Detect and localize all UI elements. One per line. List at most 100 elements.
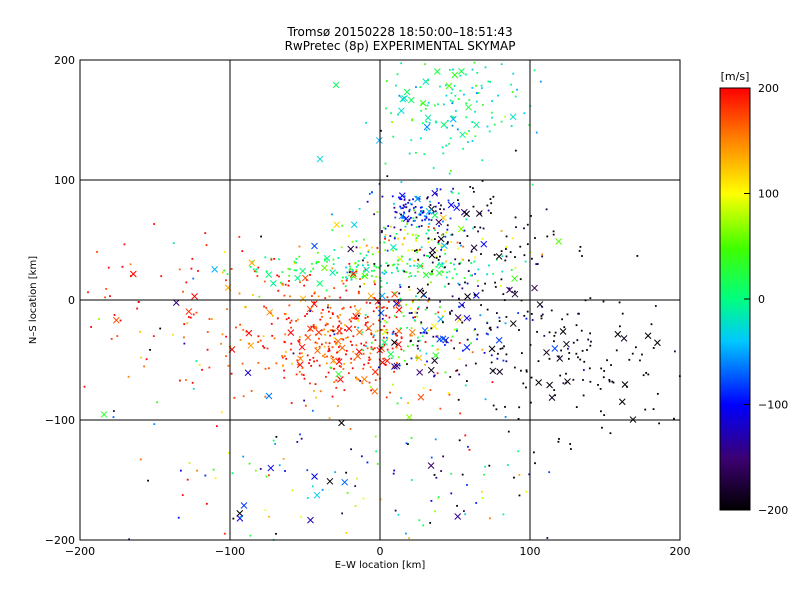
data-point (433, 238, 436, 240)
data-point (393, 306, 395, 309)
data-point (465, 116, 468, 119)
data-point (400, 348, 403, 351)
data-point (531, 183, 534, 186)
data-point (309, 310, 312, 313)
data-point (367, 264, 369, 266)
data-point (230, 268, 233, 270)
y-tick-label: −200 (45, 534, 75, 547)
data-point (361, 276, 364, 278)
data-point (337, 257, 340, 259)
data-point (536, 330, 538, 333)
data-point (341, 512, 344, 515)
data-point (105, 287, 108, 290)
data-point (136, 307, 139, 310)
data-point (520, 369, 522, 372)
data-point (501, 347, 504, 350)
data-point (304, 404, 307, 407)
data-point (442, 152, 445, 155)
data-point (353, 305, 356, 308)
chart-title: Tromsø 20150228 18:50:00–18:51:43 (286, 25, 512, 39)
data-point (455, 273, 458, 276)
data-point (383, 272, 386, 275)
data-point (368, 192, 371, 195)
data-point (415, 151, 417, 154)
data-point-cross (112, 316, 120, 324)
data-point (341, 279, 343, 282)
data-point (415, 226, 418, 229)
data-point (403, 205, 406, 208)
data-point-cross (299, 295, 307, 303)
data-point (514, 149, 517, 152)
data-point (528, 473, 531, 476)
data-point (321, 488, 324, 491)
data-point (541, 313, 544, 316)
data-point (357, 314, 360, 317)
data-point (109, 295, 111, 298)
data-point (378, 319, 380, 322)
data-point (392, 135, 395, 138)
data-point (477, 268, 480, 271)
data-point (557, 440, 560, 443)
data-point (340, 365, 342, 368)
data-point (511, 237, 514, 240)
data-point (430, 456, 433, 459)
data-point (440, 204, 442, 207)
data-point (464, 384, 467, 387)
data-point (534, 237, 536, 239)
data-point (348, 271, 351, 274)
data-point (406, 262, 409, 265)
data-point (396, 361, 398, 364)
data-point (295, 269, 298, 272)
data-point (309, 274, 311, 276)
data-point (373, 263, 376, 265)
data-point-cross (338, 419, 345, 427)
data-point (572, 341, 575, 344)
data-point (505, 248, 507, 250)
data-point (361, 382, 364, 385)
data-point (576, 339, 579, 342)
data-point (452, 100, 454, 103)
data-point (186, 478, 189, 481)
data-point (339, 296, 342, 299)
data-point (391, 121, 393, 123)
data-point (494, 281, 496, 284)
data-point (472, 190, 475, 193)
data-point (364, 345, 367, 347)
y-tick-label: 200 (54, 54, 75, 67)
data-point-cross (475, 210, 483, 217)
data-point (452, 116, 455, 119)
data-point (567, 347, 569, 350)
data-point (283, 376, 286, 379)
data-point-cross (463, 210, 470, 218)
data-point (360, 342, 363, 345)
data-point (519, 245, 522, 248)
data-point (383, 343, 386, 346)
data-point (348, 318, 351, 321)
data-point (450, 234, 453, 236)
data-point-cross (381, 328, 389, 336)
data-point (552, 230, 555, 233)
data-point (408, 537, 410, 540)
data-point (332, 356, 334, 359)
data-point (546, 537, 549, 539)
data-point (263, 305, 265, 308)
data-point (355, 317, 358, 320)
data-point (238, 292, 241, 295)
data-point (399, 327, 402, 330)
data-point (430, 219, 433, 222)
data-point (487, 80, 490, 83)
data-point (424, 107, 427, 110)
data-point-cross (397, 107, 405, 115)
data-point (491, 100, 494, 102)
data-point-cross (306, 305, 314, 313)
data-point-cross (437, 315, 445, 323)
data-point (488, 464, 491, 467)
data-point (428, 218, 430, 221)
data-point (550, 309, 553, 312)
data-point (494, 286, 497, 288)
data-point (355, 270, 358, 273)
data-point-cross (314, 347, 321, 355)
data-point (333, 381, 336, 384)
data-point (537, 360, 540, 363)
